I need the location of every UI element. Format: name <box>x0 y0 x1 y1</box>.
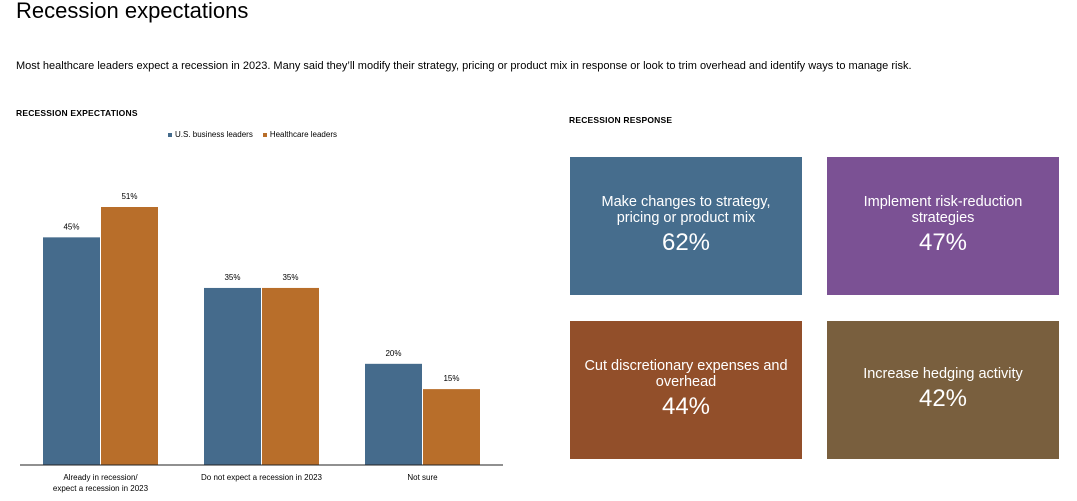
legend-label-us-business: U.S. business leaders <box>175 130 253 139</box>
recession-response-label: RECESSION RESPONSE <box>569 115 673 125</box>
category-label-2: Not sure <box>407 473 438 482</box>
data-label-healthcare-2: 15% <box>443 374 459 383</box>
tile-risk-reduction-value: 47% <box>918 229 968 256</box>
legend-swatch-healthcare <box>262 132 267 137</box>
tile-hedging-label: Increase hedging activity <box>863 366 1023 382</box>
tile-hedging: Increase hedging activity 42% <box>827 321 1059 459</box>
bar-healthcare-2 <box>423 389 480 465</box>
bar-us-business-0 <box>43 237 100 465</box>
bar-healthcare-0 <box>101 207 158 465</box>
data-label-us-business-1: 35% <box>224 273 240 282</box>
legend-label-healthcare: Healthcare leaders <box>269 130 337 139</box>
page-title: Recession expectations <box>16 0 249 23</box>
tile-cut-expenses-label: Cut discretionary expenses and overhead <box>584 358 788 390</box>
legend-swatch-us-business <box>168 132 172 137</box>
bar-us-business-2 <box>365 363 422 465</box>
category-label-0-line1: expect a recession in 2023 <box>53 484 149 493</box>
tile-hedging-value: 42% <box>918 385 968 412</box>
recession-expectations-chart: 45% 51% Already in recession/expect a rece… <box>20 192 503 493</box>
bar-us-business-1 <box>204 287 261 465</box>
category-label-0-line0: Already in recession/ <box>63 473 138 482</box>
data-label-healthcare-0: 51% <box>121 192 137 201</box>
tile-strategy-changes: Make changes to strategy, pricing or pro… <box>570 157 802 295</box>
tile-risk-reduction: Implement risk-reduction strategies 47% <box>827 157 1059 295</box>
data-label-us-business-0: 45% <box>63 222 79 231</box>
legend-item-healthcare: Healthcare leaders <box>262 130 337 139</box>
data-label-healthcare-1: 35% <box>282 273 298 282</box>
bar-healthcare-1 <box>262 287 319 465</box>
legend-item-us-business: U.S. business leaders <box>168 130 253 139</box>
tile-risk-reduction-label: Implement risk-reduction strategies <box>863 194 1023 226</box>
tile-cut-expenses: Cut discretionary expenses and overhead … <box>570 321 802 459</box>
page-subtitle: Most healthcare leaders expect a recessi… <box>16 60 912 72</box>
chart-legend: U.S. business leaders Healthcare leaders <box>168 130 337 139</box>
tile-cut-expenses-value: 44% <box>661 393 711 420</box>
tile-strategy-changes-value: 62% <box>661 229 711 256</box>
category-label-1: Do not expect a recession in 2023 <box>201 473 323 482</box>
data-label-us-business-2: 20% <box>385 349 401 358</box>
tile-strategy-changes-label: Make changes to strategy, pricing or pro… <box>601 194 771 226</box>
recession-expectations-label: RECESSION EXPECTATIONS <box>16 108 138 118</box>
